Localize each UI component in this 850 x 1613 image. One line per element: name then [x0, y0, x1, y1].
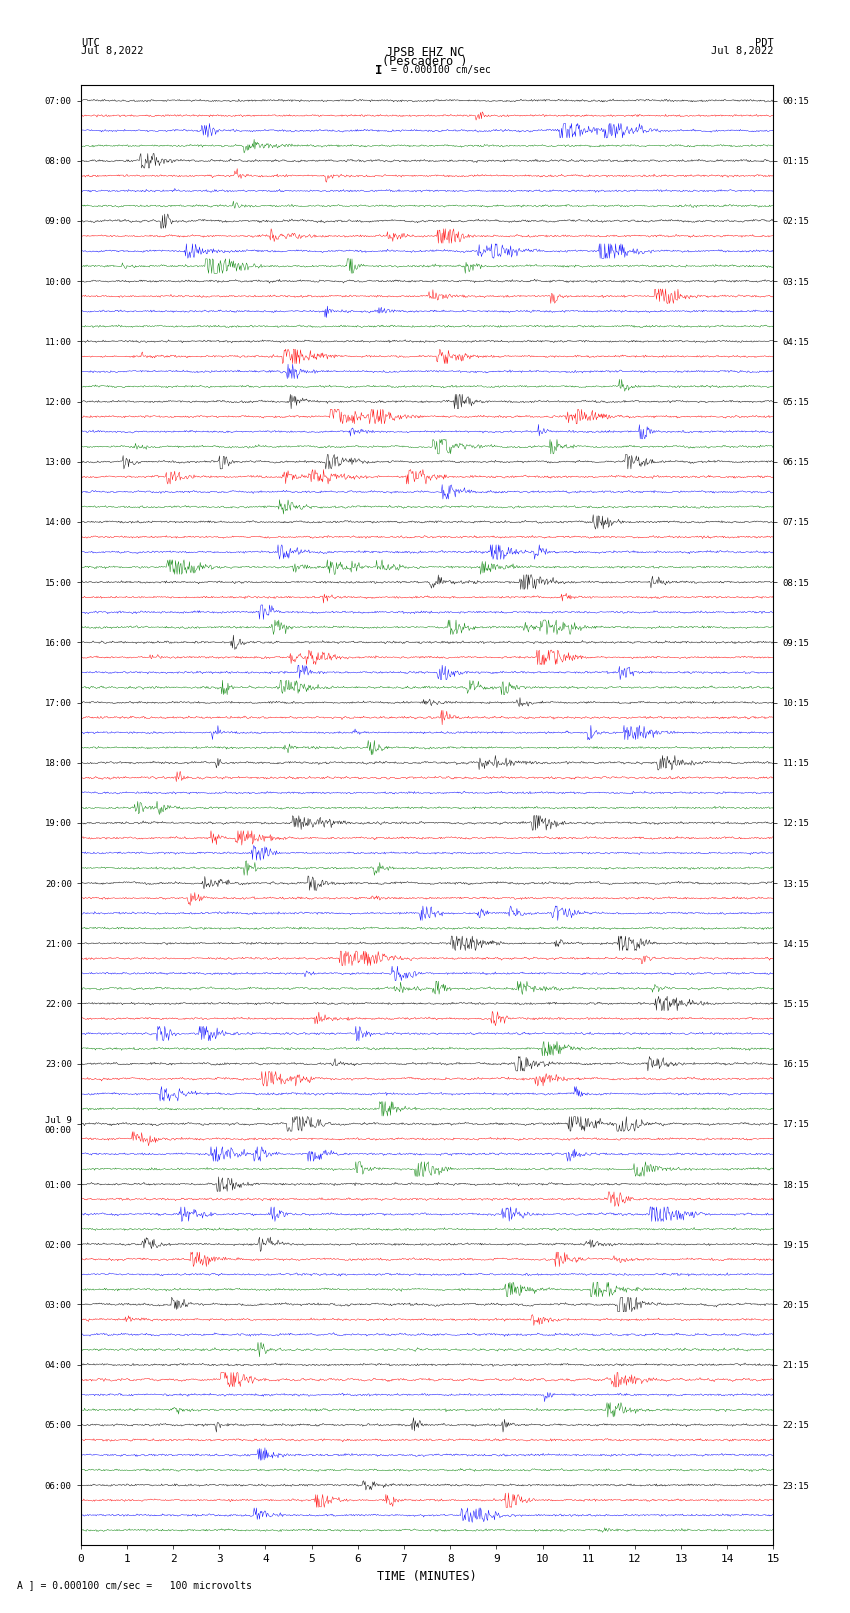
Text: PDT: PDT	[755, 39, 774, 48]
Text: A ] = 0.000100 cm/sec =   100 microvolts: A ] = 0.000100 cm/sec = 100 microvolts	[17, 1581, 252, 1590]
X-axis label: TIME (MINUTES): TIME (MINUTES)	[377, 1569, 477, 1582]
Text: Jul 8,2022: Jul 8,2022	[711, 45, 774, 56]
Text: Jul 8,2022: Jul 8,2022	[81, 45, 144, 56]
Text: UTC: UTC	[81, 39, 99, 48]
Text: I: I	[375, 63, 382, 77]
Text: (Pescadero ): (Pescadero )	[382, 55, 468, 68]
Text: = 0.000100 cm/sec: = 0.000100 cm/sec	[391, 65, 490, 76]
Text: JPSB EHZ NC: JPSB EHZ NC	[386, 45, 464, 60]
